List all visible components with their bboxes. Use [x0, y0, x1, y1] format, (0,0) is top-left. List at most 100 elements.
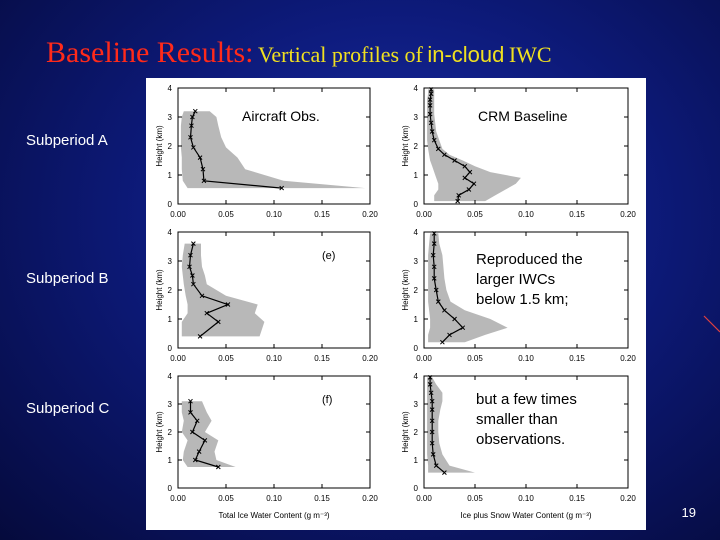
data-point	[197, 155, 203, 160]
data-point	[440, 339, 445, 345]
data-point	[428, 91, 434, 97]
variability-band	[427, 377, 475, 473]
col-head-obs: Aircraft Obs.	[242, 108, 320, 124]
data-point	[188, 410, 193, 415]
data-point	[190, 429, 195, 435]
data-point	[192, 457, 198, 463]
y-tick-label: 2	[414, 142, 419, 151]
x-tick-label: 0.15	[569, 210, 585, 219]
data-point	[429, 429, 435, 435]
y-tick-label: 1	[414, 315, 419, 324]
data-point	[467, 169, 473, 175]
data-point	[442, 307, 447, 313]
annotation-c-line2: smaller than	[476, 411, 558, 428]
y-tick-label: 0	[168, 200, 173, 209]
x-tick-label: 0.10	[266, 210, 282, 219]
data-point	[471, 181, 477, 187]
x-tick-label: 0.20	[362, 354, 378, 363]
data-point	[225, 302, 231, 307]
data-point	[429, 407, 435, 412]
x-tick-label: 0.15	[314, 494, 330, 503]
y-axis-label: Height (km)	[155, 269, 164, 311]
x-axis-label-right: Ice plus Snow Water Content (g m⁻³)	[460, 511, 591, 520]
row-label-b: Subperiod B	[26, 270, 109, 287]
data-point	[428, 390, 434, 396]
x-tick-label: 0.00	[416, 494, 432, 503]
x-tick-label: 0.20	[620, 210, 636, 219]
y-tick-label: 0	[168, 484, 173, 493]
data-point	[429, 129, 435, 134]
x-tick-label: 0.00	[170, 210, 186, 219]
panel-tag-f: (f)	[322, 394, 333, 406]
x-tick-label: 0.10	[266, 354, 282, 363]
x-axis-label-left: Total Ice Water Content (g m⁻³)	[218, 511, 329, 520]
annotation-c-line1: but a few times	[476, 391, 577, 408]
variability-band	[180, 111, 366, 189]
y-tick-label: 2	[168, 142, 173, 151]
data-point	[190, 114, 195, 120]
data-point	[431, 137, 437, 143]
data-point	[191, 241, 196, 246]
data-point	[447, 332, 452, 338]
data-point	[204, 310, 210, 316]
y-tick-label: 1	[168, 315, 173, 324]
data-point	[462, 163, 468, 169]
y-tick-label: 4	[168, 228, 173, 237]
data-point	[452, 316, 457, 322]
slide-title: Baseline Results: Vertical profiles of i…	[46, 36, 552, 70]
x-tick-label: 0.10	[266, 494, 282, 503]
data-point	[279, 185, 285, 191]
variability-band	[181, 401, 236, 467]
x-tick-label: 0.05	[218, 494, 234, 503]
x-tick-label: 0.10	[518, 354, 534, 363]
data-point	[427, 382, 433, 387]
row-label-c: Subperiod C	[26, 400, 110, 417]
data-point	[427, 103, 433, 108]
y-tick-label: 3	[168, 400, 173, 409]
data-point	[429, 398, 435, 404]
y-tick-label: 4	[414, 372, 419, 381]
y-tick-label: 2	[168, 428, 173, 437]
title-part1: Vertical profiles of	[257, 42, 423, 67]
data-point	[215, 319, 221, 325]
title-main: Baseline Results:	[46, 36, 254, 69]
chart-3: 0.00 0.05 0.10 0.15 0.20 0 1 2 3 4 Height (km)	[155, 228, 378, 363]
y-tick-label: 4	[168, 372, 173, 381]
data-point	[188, 252, 193, 258]
x-tick-label: 0.20	[620, 354, 636, 363]
data-point	[431, 241, 437, 246]
row-label-a: Subperiod A	[26, 132, 108, 149]
data-point	[433, 463, 439, 468]
panel-tag-e: (e)	[322, 250, 336, 262]
x-tick-label: 0.20	[362, 494, 378, 503]
data-point	[428, 87, 434, 92]
data-point	[427, 375, 433, 380]
chart-1: 0.00 0.05 0.10 0.15 0.20 0 1 2 3 4 Height (km)	[155, 84, 378, 219]
annotation-b-line3: below 1.5 km;	[476, 291, 569, 308]
x-tick-label: 0.00	[416, 354, 432, 363]
chart-2: 0.00 0.05 0.10 0.15 0.20 0 1 2 3 4 Height (km)	[401, 84, 636, 219]
y-tick-label: 2	[414, 286, 419, 295]
y-tick-label: 2	[168, 286, 173, 295]
data-point	[442, 470, 447, 475]
data-point	[452, 158, 457, 163]
data-point	[460, 325, 466, 331]
x-tick-label: 0.00	[170, 354, 186, 363]
data-point	[188, 398, 193, 404]
y-tick-label: 3	[414, 257, 419, 266]
x-tick-label: 0.15	[314, 354, 330, 363]
data-point	[194, 418, 200, 424]
y-axis-label: Height (km)	[401, 125, 410, 167]
y-tick-label: 3	[414, 400, 419, 409]
y-tick-label: 4	[414, 228, 419, 237]
variability-band	[181, 243, 265, 337]
data-point	[190, 273, 195, 278]
y-tick-label: 0	[414, 344, 419, 353]
annotation-c-line3: observations.	[476, 431, 566, 448]
data-point	[431, 231, 437, 236]
plot-frame	[177, 375, 371, 489]
data-point	[435, 299, 441, 304]
y-axis-label: Height (km)	[401, 269, 410, 311]
annotation-b-line1: Reproduced the	[476, 251, 583, 268]
